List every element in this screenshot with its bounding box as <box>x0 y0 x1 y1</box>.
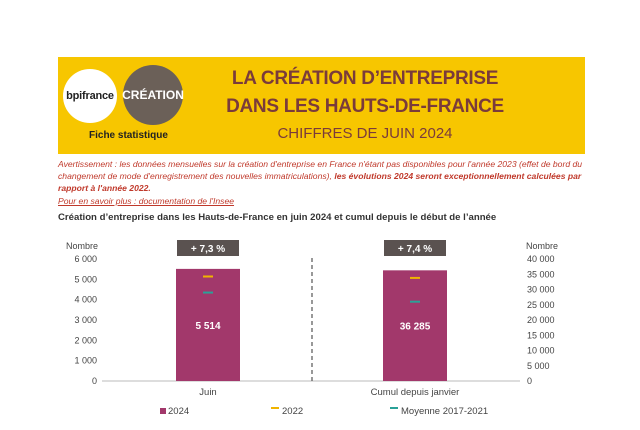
creation-logo: CRÉATION <box>122 65 184 125</box>
right-tick-label: 10 000 <box>527 346 555 356</box>
legend-label-2024: 2024 <box>168 406 189 417</box>
left-tick-label: 4 000 <box>74 295 97 305</box>
left-tick-label: 1 000 <box>74 356 97 366</box>
left-tick-label: 0 <box>92 376 97 386</box>
left-tick-label: 2 000 <box>74 335 97 345</box>
warning-body: Avertissement : les données mensuelles s… <box>58 159 583 181</box>
right-tick-label: 40 000 <box>527 254 555 264</box>
page-subtitle: CHIFFRES DE JUIN 2024 <box>277 125 453 142</box>
category-label: Cumul depuis janvier <box>371 387 460 398</box>
evolution-badge-label: + 7,3 % <box>191 244 225 255</box>
left-axis-label: Nombre <box>66 241 98 251</box>
bar-2024 <box>383 270 447 381</box>
category-label: Juin <box>199 387 216 398</box>
right-tick-label: 0 <box>527 376 532 386</box>
bar-value-label: 5 514 <box>195 321 220 332</box>
evolution-badge <box>177 240 239 256</box>
fiche-label: Fiche statistique <box>89 130 168 141</box>
bar-2024 <box>176 268 240 381</box>
right-tick-label: 35 000 <box>527 269 555 279</box>
legend-label-2022: 2022 <box>282 406 303 417</box>
page-title-line2: DANS LES HAUTS-DE-FRANCE <box>226 96 504 117</box>
warning-bold: les évolutions 2024 seront exceptionnell… <box>58 171 582 193</box>
bar-value-label: 36 285 <box>400 322 431 333</box>
left-tick-label: 5 000 <box>74 274 97 284</box>
legend-label-moyenne: Moyenne 2017-2021 <box>401 406 488 417</box>
bpifrance-logo-text: bpifrance <box>66 90 114 102</box>
right-axis-label: Nombre <box>526 241 558 251</box>
right-tick-label: 20 000 <box>527 315 555 325</box>
left-tick-label: 6 000 <box>74 254 97 264</box>
warning-text: Avertissement : les données mensuelles s… <box>58 158 588 194</box>
legend-swatch-2024 <box>160 408 166 414</box>
insee-doc-link[interactable]: Pour en savoir plus : documentation de l… <box>58 196 235 206</box>
right-tick-label: 30 000 <box>527 285 555 295</box>
bpifrance-logo: bpifrance <box>63 69 117 123</box>
creation-logo-text: CRÉATION <box>122 88 184 102</box>
right-tick-label: 25 000 <box>527 300 555 310</box>
chart-title: Création d’entreprise dans les Hauts-de-… <box>58 212 497 223</box>
right-tick-label: 5 000 <box>527 361 550 371</box>
evolution-badge <box>384 240 446 256</box>
right-tick-label: 15 000 <box>527 330 555 340</box>
page-title-line1: LA CRÉATION D’ENTREPRISE <box>231 68 499 89</box>
left-tick-label: 3 000 <box>74 315 97 325</box>
evolution-badge-label: + 7,4 % <box>398 244 432 255</box>
